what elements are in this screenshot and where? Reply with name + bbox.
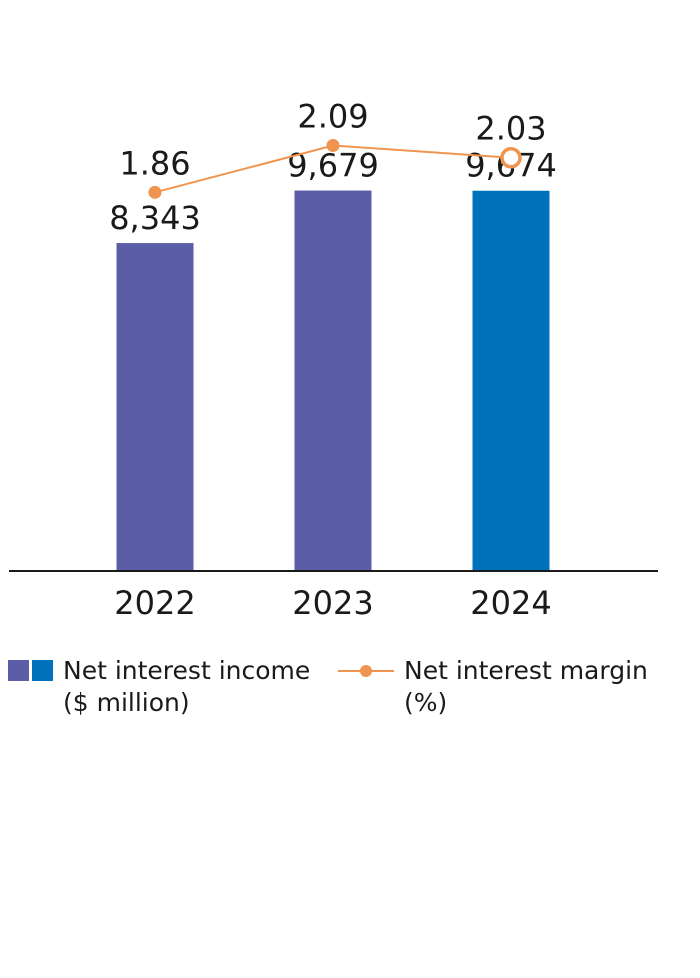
bar-value-label-2022: 8,343 — [109, 199, 201, 237]
margin-value-label-2022: 1.86 — [119, 144, 190, 182]
legend-line-key — [338, 655, 394, 687]
legend-income-label: Net interest income ($ million) — [63, 655, 310, 719]
bars-group — [116, 190, 550, 572]
x-tick-label-2022: 2022 — [114, 584, 195, 622]
legend-swatch-current-year — [32, 660, 53, 681]
legend-net-interest-margin: Net interest margin (%) — [338, 655, 648, 719]
legend-margin-line2: (%) — [404, 688, 448, 717]
margin-value-label-2024: 2.03 — [475, 110, 546, 148]
margin-point-2024 — [500, 146, 522, 169]
x-tick-labels-group: 2022 2023 2024 — [114, 584, 551, 622]
margin-labels-group: 1.86 2.09 2.03 — [119, 98, 546, 183]
margin-point-2022 — [148, 185, 162, 199]
x-tick-label-2024: 2024 — [470, 584, 551, 622]
legend-margin-label: Net interest margin (%) — [404, 655, 648, 719]
legend-line-marker — [360, 665, 372, 677]
bar-2023 — [294, 190, 372, 572]
margin-line-group — [148, 139, 522, 199]
legend-income-line1: Net interest income — [63, 656, 311, 685]
bar-2022 — [116, 243, 194, 572]
bar-2024 — [472, 190, 550, 572]
margin-value-label-2023: 2.09 — [297, 98, 368, 136]
legend-margin-line1: Net interest margin — [404, 656, 648, 685]
x-tick-label-2023: 2023 — [292, 584, 373, 622]
legend-net-interest-income: Net interest income ($ million) — [8, 655, 310, 719]
legend-income-line2: ($ million) — [63, 688, 190, 717]
legend-swatch-prior-years — [8, 660, 29, 681]
margin-point-2023 — [326, 139, 340, 153]
bar-value-label-2023: 9,679 — [287, 147, 379, 185]
